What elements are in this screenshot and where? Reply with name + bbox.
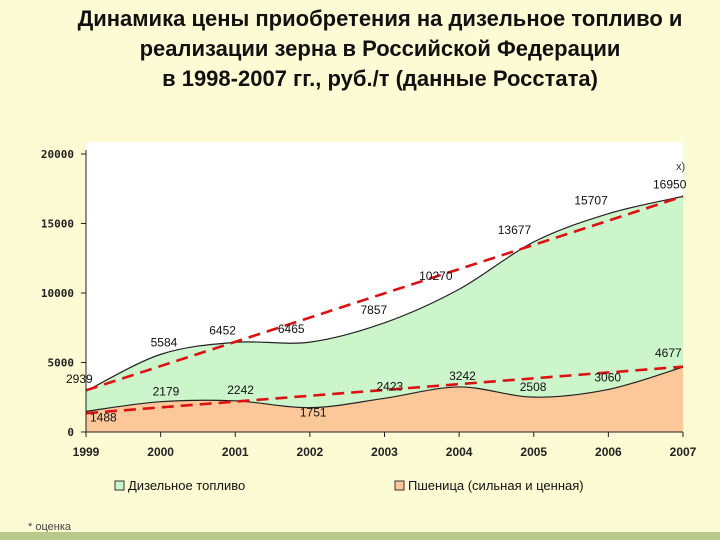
data-label: 13677 xyxy=(498,223,532,237)
series-line-2 xyxy=(85,366,684,412)
series-line-1 xyxy=(85,195,684,392)
data-label: 2508 xyxy=(520,380,547,394)
data-label: 6452 xyxy=(209,323,236,337)
legend-label-1: Дизельное топливо xyxy=(128,478,245,493)
x-tick-label: 1999 xyxy=(73,445,100,459)
y-tick-label: 20000 xyxy=(41,148,74,161)
series-area-2 xyxy=(86,366,683,432)
x-tick-label: 2005 xyxy=(520,445,547,459)
legend-swatch-1 xyxy=(114,480,125,491)
x-tick-label: 2004 xyxy=(446,445,473,459)
data-label: 5584 xyxy=(151,335,178,349)
trend-line-1 xyxy=(85,195,684,392)
x-tick-label: 2000 xyxy=(147,445,174,459)
data-label: 2939 xyxy=(66,372,93,386)
data-label: 7857 xyxy=(361,303,388,317)
y-tick-label: 10000 xyxy=(41,287,74,300)
data-label: 10270 xyxy=(419,269,453,283)
y-tick-label: 0 xyxy=(67,426,74,439)
data-label: 3242 xyxy=(449,369,476,383)
trend-line-2 xyxy=(85,365,684,415)
data-label: 4677 xyxy=(655,346,682,360)
footnote: * оценка xyxy=(28,521,71,533)
title-line-3: в 1998-2007 гг., руб./т (данные Росстата… xyxy=(162,66,598,91)
annotation-label: x) xyxy=(676,161,685,173)
chart-title: Динамика цены приобретения на дизельное … xyxy=(40,4,720,94)
data-label: 15707 xyxy=(574,194,608,208)
x-tick-label: 2007 xyxy=(670,445,697,459)
title-line-1: Динамика цены приобретения на дизельное … xyxy=(77,6,683,31)
data-label: 2242 xyxy=(227,383,254,397)
data-label: 2423 xyxy=(377,379,404,393)
title-line-2: реализации зерна в Российской Федерации xyxy=(139,36,621,61)
data-label: 6465 xyxy=(278,322,305,336)
series-area-1 xyxy=(86,196,683,432)
data-label: 16950 xyxy=(653,177,687,191)
x-tick-label: 2003 xyxy=(371,445,398,459)
legend-label-2: Пшеница (сильная и ценная) xyxy=(408,478,584,493)
data-label: 1488 xyxy=(90,410,117,424)
data-label: 2179 xyxy=(153,385,180,399)
x-tick-label: 2002 xyxy=(297,445,324,459)
x-tick-label: 2001 xyxy=(222,445,249,459)
y-tick-label: 5000 xyxy=(48,357,75,370)
data-label: 3060 xyxy=(594,370,621,384)
data-label: 1751 xyxy=(300,406,327,420)
bottom-bar xyxy=(0,532,720,540)
x-tick-label: 2006 xyxy=(595,445,622,459)
y-tick-label: 15000 xyxy=(41,218,74,231)
legend-swatch-2 xyxy=(394,480,405,491)
